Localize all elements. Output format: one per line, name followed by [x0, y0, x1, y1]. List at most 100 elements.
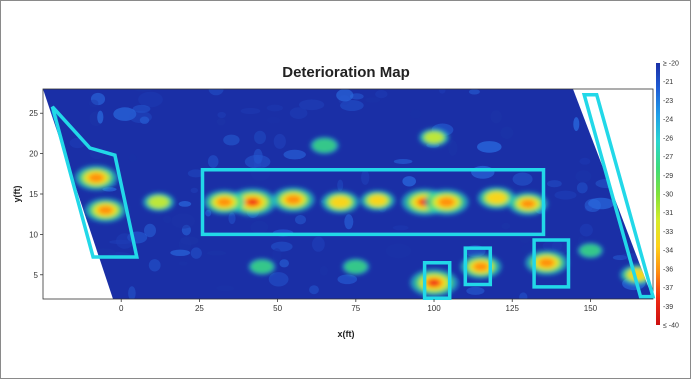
hotspot — [310, 136, 339, 155]
texture-blob — [139, 116, 150, 124]
texture-blob — [298, 99, 325, 111]
hotspot — [424, 189, 469, 216]
texture-blob — [340, 100, 364, 111]
spot-region-138 — [532, 238, 571, 289]
texture-blob — [254, 130, 266, 145]
texture-blob — [129, 111, 152, 124]
hotspot-ring — [369, 195, 387, 206]
x-tick-label: 0 — [119, 304, 124, 313]
texture-blob — [471, 165, 495, 179]
colorbar: ≥ -20 -21 -23 -24 -26 -27 -29 -30 -31 -33 -34 -36 -3… — [656, 61, 679, 330]
texture-blob — [190, 247, 202, 259]
colorbar-label: -21 — [663, 79, 673, 86]
hotspot — [74, 165, 118, 191]
texture-blob — [375, 90, 388, 99]
texture-blob — [267, 116, 281, 124]
hotspot — [271, 187, 315, 213]
texture-blob — [132, 104, 151, 113]
hotspot-ring — [286, 195, 301, 204]
texture-blob — [180, 236, 199, 246]
hotspot — [321, 190, 360, 214]
texture-blob — [266, 104, 284, 112]
texture-blob — [439, 89, 446, 94]
texture-blob — [163, 215, 172, 224]
texture-blob — [171, 213, 196, 229]
texture-blob — [577, 236, 585, 245]
colorbar-label: -36 — [663, 266, 673, 273]
texture-blob — [575, 170, 592, 183]
hotspot-ring — [250, 260, 274, 274]
colorbar-label: -37 — [663, 285, 673, 292]
texture-blob — [501, 222, 511, 230]
colorbar-label: ≥ -20 — [663, 61, 679, 68]
hotspot-ring — [217, 198, 232, 207]
texture-blob — [148, 259, 161, 272]
texture-blob — [283, 149, 306, 160]
colorbar-label: -39 — [663, 304, 673, 311]
texture-blob — [216, 285, 235, 292]
x-tick-label: 125 — [506, 304, 520, 313]
hotspot — [142, 192, 175, 212]
hotspot-ring — [331, 196, 350, 208]
colorbar-label: -33 — [663, 229, 673, 236]
texture-blob — [519, 292, 528, 299]
y-tick-label: 10 — [29, 230, 38, 239]
x-tick-label: 25 — [195, 304, 204, 313]
texture-blob — [90, 92, 106, 106]
left-skew-region — [50, 105, 139, 259]
hotspot-ring — [473, 262, 488, 271]
heatmap-layer — [43, 89, 653, 299]
hotspot-ring — [312, 138, 337, 153]
texture-blob — [128, 286, 136, 299]
y-tick-label: 20 — [29, 150, 38, 159]
x-axis: 0 25 50 75 100 125 150 — [119, 299, 598, 313]
texture-blob — [279, 259, 290, 268]
x-tick-label: 100 — [427, 304, 441, 313]
spot-region-100 — [422, 260, 452, 300]
texture-blob — [344, 214, 354, 230]
texture-blob — [477, 141, 502, 153]
texture-blob — [223, 134, 240, 146]
texture-blob — [551, 239, 570, 255]
colorbar-label: -29 — [663, 173, 673, 180]
hotspot-ring — [487, 192, 506, 204]
hotspot — [577, 242, 604, 259]
texture-blob — [250, 220, 269, 234]
texture-blob — [500, 126, 514, 139]
hotspot-ring — [344, 260, 367, 274]
hotspot — [203, 189, 246, 215]
hotspot — [248, 258, 276, 275]
texture-blob — [466, 286, 485, 295]
texture-blob — [468, 89, 480, 95]
colorbar-label: -31 — [663, 210, 673, 217]
texture-blob — [542, 240, 563, 252]
texture-blob — [410, 109, 422, 119]
texture-blob — [228, 212, 236, 225]
spot-region-115 — [463, 246, 493, 287]
texture-blob — [208, 89, 224, 96]
colorbar-label: -34 — [663, 248, 673, 255]
texture-blob — [402, 176, 417, 187]
texture-blob — [178, 261, 188, 266]
texture-blob — [579, 157, 591, 165]
texture-blob — [206, 250, 227, 256]
hotspot-ring — [88, 173, 104, 183]
hotspot-ring — [424, 131, 444, 144]
texture-blob — [190, 187, 198, 194]
hotspot — [507, 191, 548, 216]
texture-blob — [312, 236, 325, 252]
hotspot-ring — [521, 199, 535, 208]
texture-blob — [97, 110, 104, 124]
colorbar-label: -24 — [663, 117, 673, 124]
y-tick-label: 5 — [34, 271, 39, 280]
right-skew-region — [581, 92, 656, 299]
texture-blob — [588, 197, 614, 210]
central-band-region — [200, 168, 546, 237]
texture-blob — [115, 233, 134, 249]
hotspot-ring — [428, 279, 440, 286]
x-tick-label: 150 — [584, 304, 598, 313]
texture-blob — [268, 272, 289, 287]
texture-blob — [113, 107, 137, 121]
texture-blob — [217, 111, 226, 119]
